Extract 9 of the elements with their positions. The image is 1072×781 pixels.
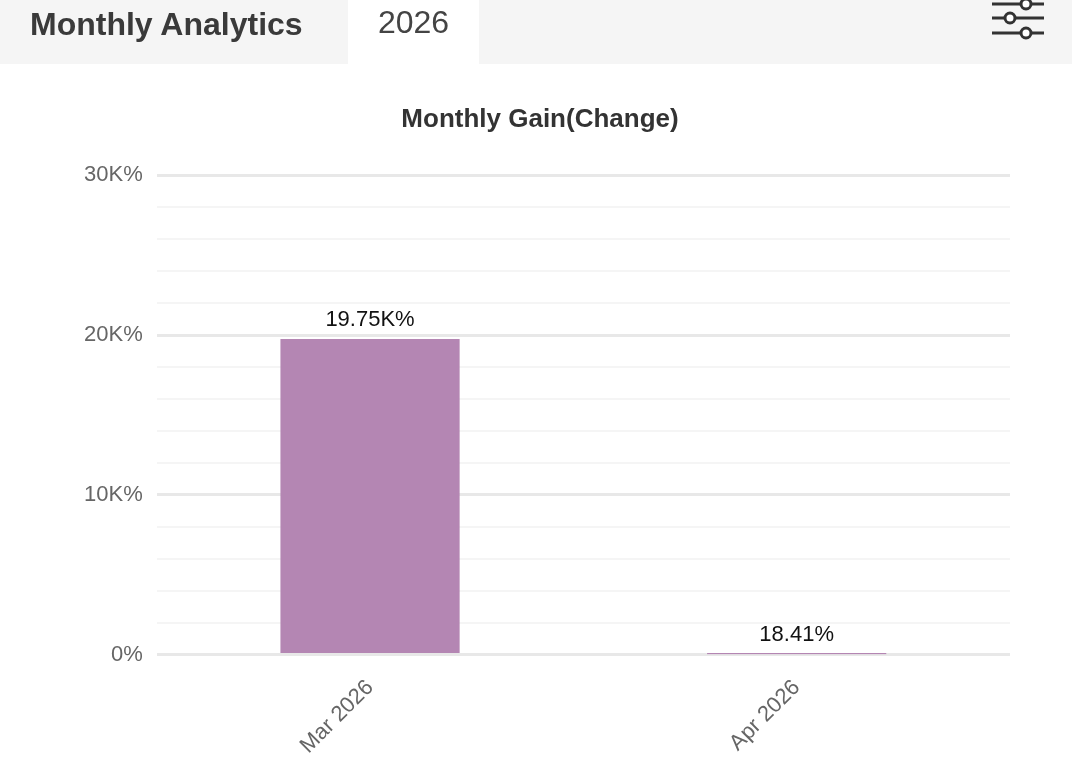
chart-title: Monthly Gain(Change) — [401, 102, 679, 133]
y-tick-label: 30K% — [83, 161, 143, 187]
text: 2026 — [348, 0, 479, 64]
data-label: 18.41% — [759, 621, 834, 647]
data-label: 19.75K% — [325, 306, 415, 332]
y-tick-label: 0% — [110, 640, 143, 666]
y-tick-label: 10K% — [83, 480, 143, 506]
y-tick-label: 20K% — [83, 321, 143, 347]
text: Monthly Analytics — [30, 5, 303, 44]
